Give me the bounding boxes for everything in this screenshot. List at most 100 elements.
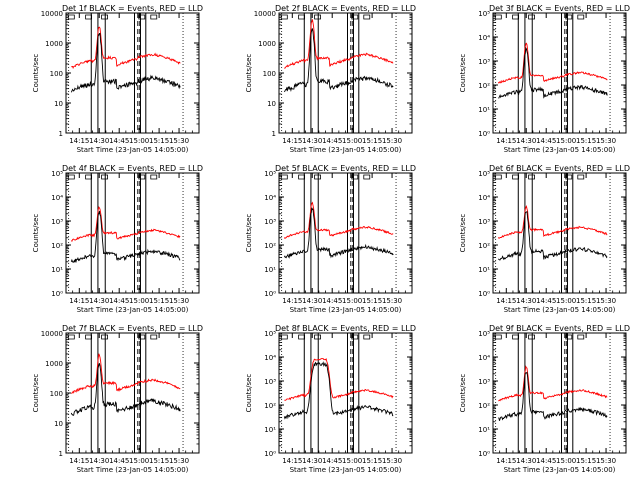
x-tick-label: 14:45 — [536, 297, 556, 305]
top-marker — [101, 334, 108, 340]
plot-frame — [65, 332, 200, 454]
top-marker — [298, 334, 306, 340]
top-marker — [298, 174, 306, 180]
x-tick-label: 14:15 — [282, 457, 302, 465]
y-tick-label: 10¹ — [51, 266, 63, 274]
panel-title: Det 6f BLACK = Events, RED = LLD — [489, 164, 630, 173]
y-tick-label: 1 — [59, 130, 63, 138]
x-tick-label: 14:15 — [282, 137, 302, 145]
plot-frame — [65, 172, 200, 294]
panel-1: Det 1f BLACK = Events, RED = LLD Counts/s… — [32, 4, 203, 154]
top-marker — [101, 174, 108, 180]
series-events-line — [283, 361, 394, 420]
x-tick-label: 15:00 — [342, 297, 362, 305]
top-marker — [351, 334, 359, 340]
y-axis-label: Counts/sec — [245, 214, 253, 253]
x-tick-label: 15:30 — [169, 137, 189, 145]
y-tick-label: 1000 — [258, 40, 276, 48]
series-lld-line — [497, 204, 608, 239]
x-tick-label: 14:30 — [89, 297, 109, 305]
top-marker — [67, 174, 75, 180]
x-tick-label: 14:30 — [89, 137, 109, 145]
x-tick-label: 14:15 — [496, 457, 516, 465]
y-tick-label: 10⁵ — [478, 10, 490, 18]
x-tick-label: 15:15 — [362, 457, 382, 465]
y-axis-label: Counts/sec — [32, 54, 40, 93]
plot-frame — [492, 332, 627, 454]
x-tick-label: 14:45 — [536, 137, 556, 145]
panel-7: Det 7f BLACK = Events, RED = LLD Counts/s… — [32, 324, 203, 474]
x-tick-label: 15:15 — [149, 457, 169, 465]
series-lld-line — [497, 42, 608, 84]
x-tick-label: 15:30 — [382, 137, 402, 145]
top-marker — [85, 174, 93, 180]
y-tick-label: 10¹ — [478, 106, 490, 114]
series-events-line — [283, 28, 394, 93]
top-marker — [512, 174, 520, 180]
x-tick-label: 14:15 — [496, 137, 516, 145]
x-tick-label: 15:30 — [169, 457, 189, 465]
y-tick-label: 10⁴ — [264, 354, 276, 362]
x-axis-label: Start Time (23-Jan-05 14:05:00) — [504, 146, 616, 154]
series-events-line — [70, 363, 181, 416]
x-tick-label: 15:15 — [576, 297, 596, 305]
top-marker — [67, 14, 75, 20]
top-marker — [512, 334, 520, 340]
top-marker — [565, 14, 573, 20]
series-events-line — [498, 210, 608, 261]
series-lld-line — [70, 353, 181, 394]
y-tick-label: 10⁰ — [51, 290, 63, 298]
y-tick-label: 1000 — [45, 40, 63, 48]
plot-frame — [278, 332, 413, 454]
x-tick-label: 15:00 — [556, 457, 576, 465]
series-lld-line — [498, 365, 608, 402]
series-events-line — [70, 32, 181, 93]
top-marker — [138, 14, 146, 20]
y-tick-label: 100 — [50, 390, 63, 398]
x-axis-label: Start Time (23-Jan-05 14:05:00) — [77, 306, 189, 314]
y-tick-label: 10000 — [41, 330, 63, 338]
x-tick-label: 14:15 — [69, 297, 89, 305]
top-marker — [528, 174, 535, 180]
y-axis-label: Counts/sec — [459, 214, 467, 253]
y-tick-label: 10³ — [264, 218, 276, 226]
x-tick-label: 15:00 — [556, 297, 576, 305]
top-marker — [150, 334, 158, 340]
y-axis-label: Counts/sec — [245, 54, 253, 93]
top-marker — [150, 174, 158, 180]
x-tick-label: 14:45 — [109, 297, 129, 305]
x-tick-label: 14:30 — [89, 457, 109, 465]
panel-9: Det 9f BLACK = Events, RED = LLD Counts/s… — [459, 324, 630, 474]
x-tick-label: 15:30 — [596, 137, 616, 145]
x-tick-label: 14:15 — [282, 297, 302, 305]
top-marker — [577, 14, 585, 20]
top-marker — [512, 14, 520, 20]
x-tick-label: 15:30 — [596, 457, 616, 465]
x-tick-label: 15:00 — [342, 457, 362, 465]
x-tick-label: 15:30 — [382, 457, 402, 465]
series-lld-line — [71, 26, 181, 70]
series-lld-line — [284, 357, 394, 401]
top-marker — [528, 14, 535, 20]
x-tick-label: 14:15 — [69, 457, 89, 465]
y-tick-label: 10⁴ — [478, 354, 490, 362]
y-tick-label: 10⁴ — [264, 194, 276, 202]
top-marker — [528, 334, 535, 340]
plot-frame — [492, 12, 627, 134]
top-marker — [363, 174, 371, 180]
y-tick-label: 1 — [59, 450, 63, 458]
x-tick-label: 14:30 — [516, 297, 536, 305]
x-axis-label: Start Time (23-Jan-05 14:05:00) — [290, 146, 402, 154]
y-tick-label: 10² — [478, 242, 490, 250]
x-tick-label: 15:00 — [556, 137, 576, 145]
y-tick-label: 10⁴ — [51, 194, 63, 202]
y-tick-label: 10⁴ — [478, 34, 490, 42]
y-tick-label: 10⁰ — [478, 290, 490, 298]
x-tick-label: 15:30 — [596, 297, 616, 305]
x-tick-label: 15:30 — [382, 297, 402, 305]
y-tick-label: 10² — [264, 242, 276, 250]
series-events-line — [283, 207, 394, 259]
top-marker — [565, 174, 573, 180]
y-tick-label: 100 — [263, 70, 276, 78]
y-tick-label: 10³ — [478, 218, 490, 226]
